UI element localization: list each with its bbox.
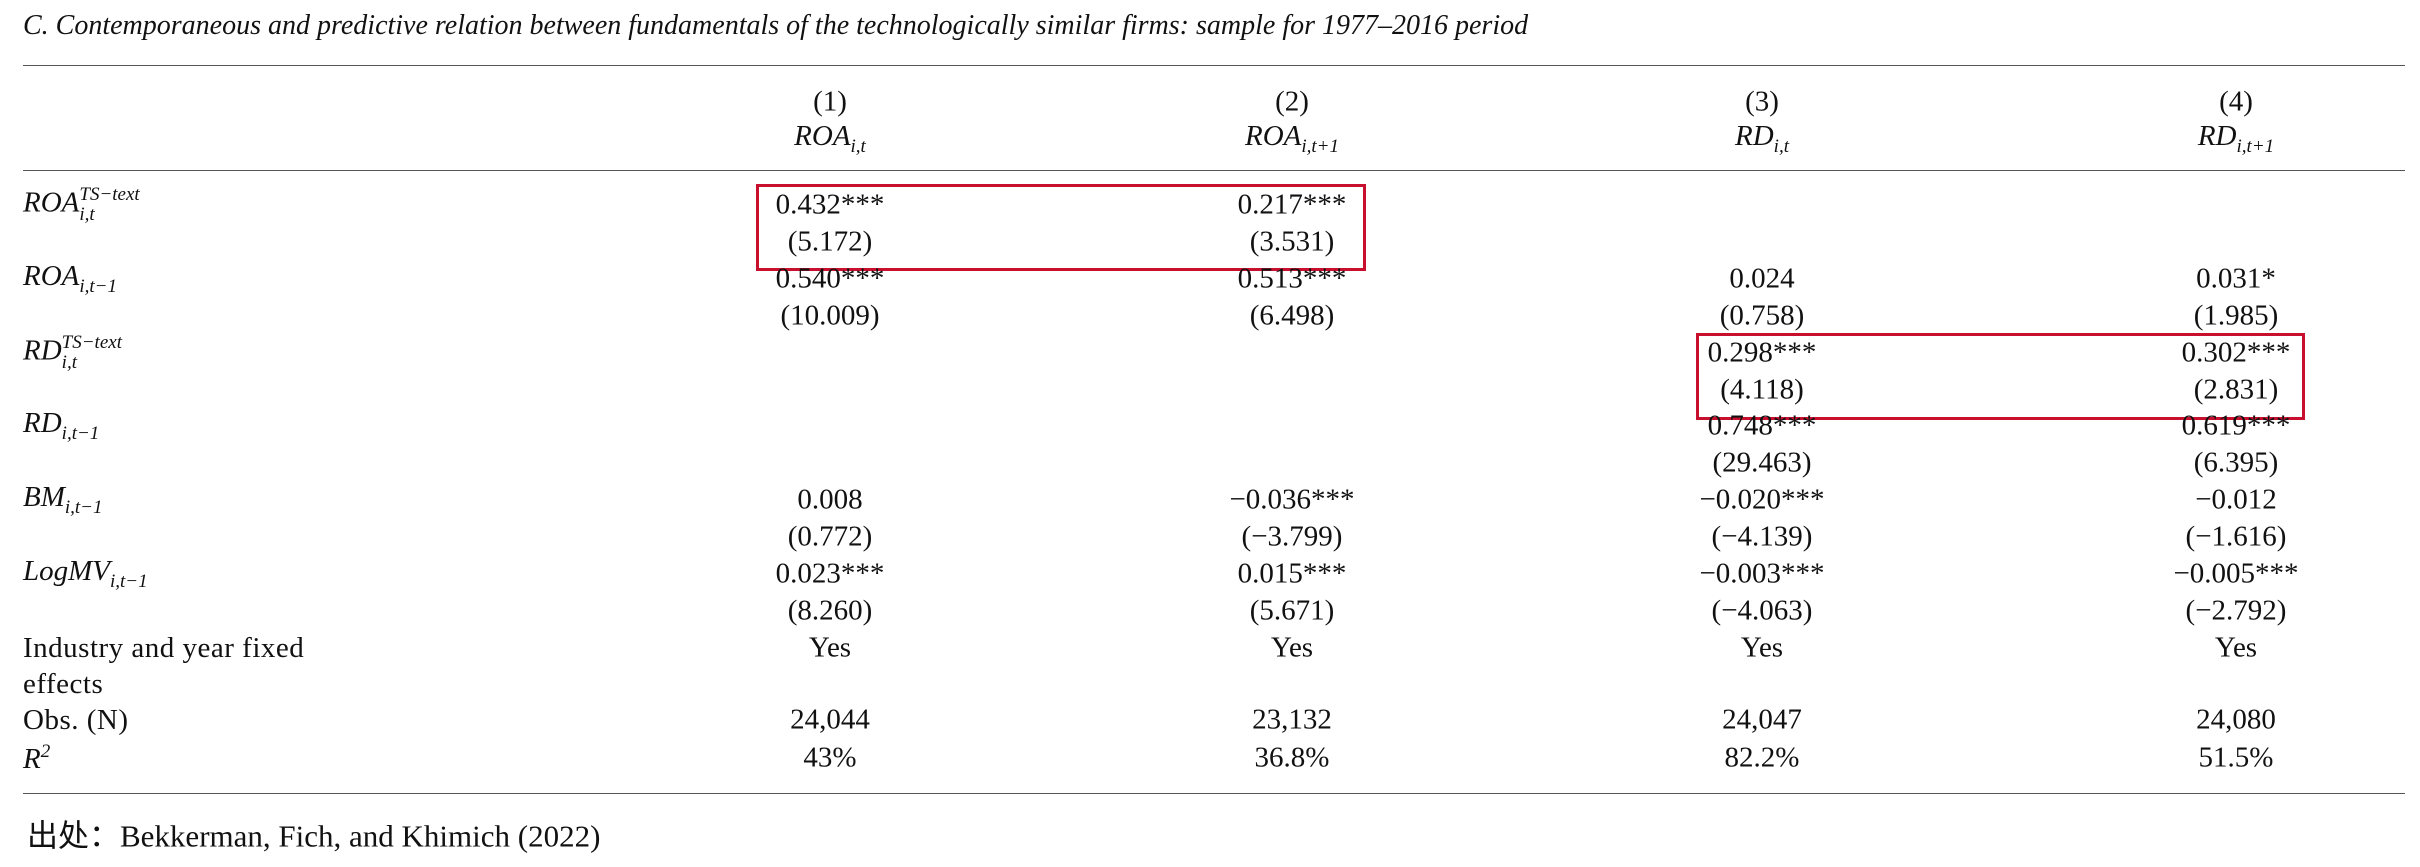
coefficient: −0.036***: [1229, 483, 1355, 516]
row-label: ROA TS−text i,t: [23, 185, 140, 225]
subscript: i,t: [61, 351, 77, 373]
t-statistic: (29.463): [1712, 446, 1812, 479]
cell-value: 82.2%: [1724, 741, 1800, 774]
coefficient: 0.024: [1729, 262, 1795, 295]
math-base: ROA: [1244, 120, 1302, 153]
t-statistic: (−3.799): [1241, 520, 1343, 553]
column-label: RDi,t: [1735, 122, 1789, 156]
t-statistic: (8.260): [787, 594, 873, 627]
coefficient: 0.302***: [2181, 336, 2291, 369]
math-base: RD: [23, 407, 62, 440]
math-base: LogMV: [23, 555, 110, 588]
subscript: i,t−1: [64, 497, 103, 519]
cell-value: Yes: [1270, 631, 1314, 664]
math-base: RD: [1735, 120, 1774, 153]
coefficient: 0.023***: [775, 557, 885, 590]
superscript: 2: [40, 741, 51, 763]
column-number: (2): [1275, 85, 1309, 118]
column-label: ROAi,t: [794, 122, 866, 156]
cell-value: 51.5%: [2198, 741, 2274, 774]
math-base: BM: [23, 481, 65, 514]
t-statistic: (−4.063): [1711, 594, 1813, 627]
t-statistic: (3.531): [1249, 225, 1335, 258]
coefficient: 0.031*: [2196, 262, 2276, 295]
cell-value: Yes: [2214, 631, 2258, 664]
header-rule: [23, 170, 2405, 171]
t-statistic: (10.009): [780, 299, 880, 332]
column-number: (3): [1745, 85, 1779, 118]
subscript: i,t: [1773, 135, 1789, 157]
row-label: BMi,t−1: [23, 483, 103, 517]
cell-value: 43%: [803, 741, 857, 774]
math-base: ROA: [23, 259, 80, 292]
coefficient: 0.748***: [1707, 409, 1817, 442]
t-statistic: (6.395): [2193, 446, 2279, 479]
cell-value: 24,047: [1722, 703, 1802, 736]
coefficient: −0.020***: [1699, 483, 1825, 516]
subscript: i,t+1: [1301, 135, 1340, 157]
row-label: Industry and year fixed effects: [23, 632, 305, 700]
coefficient: 0.513***: [1237, 262, 1347, 295]
coefficient: 0.015***: [1237, 557, 1347, 590]
scripts: TS−text i,t: [61, 331, 122, 373]
coefficient: 0.540***: [775, 262, 885, 295]
coefficient: 0.432***: [775, 188, 885, 221]
t-statistic: (6.498): [1249, 299, 1335, 332]
subscript: i,t: [850, 135, 866, 157]
cell-value: 24,044: [790, 703, 870, 736]
math-base: R: [23, 742, 41, 775]
row-label: Obs. (N): [23, 704, 129, 736]
math-base: RD: [2197, 120, 2237, 153]
t-statistic: (−1.616): [2185, 520, 2287, 553]
column-number: (1): [813, 85, 847, 118]
column-label: ROAi,t+1: [1245, 122, 1339, 156]
t-statistic: (4.118): [1720, 373, 1804, 406]
coefficient: 0.217***: [1237, 188, 1347, 221]
superscript: TS−text: [79, 184, 140, 206]
highlight-box: [756, 184, 1366, 271]
column-label: RDi,t+1: [2198, 122, 2274, 156]
cell-value: Yes: [808, 631, 852, 664]
math-base: ROA: [23, 186, 80, 219]
row-label: RDi,t−1: [23, 409, 99, 443]
row-label: RD TS−text i,t: [23, 331, 122, 373]
t-statistic: (0.772): [787, 520, 873, 553]
top-rule: [23, 65, 2405, 66]
cell-value: Yes: [1740, 631, 1784, 664]
table-title: C. Contemporaneous and predictive relati…: [23, 10, 1529, 41]
cell-value: 24,080: [2196, 703, 2276, 736]
t-statistic: (−2.792): [2185, 594, 2287, 627]
coefficient: −0.003***: [1699, 557, 1825, 590]
subscript: i,t−1: [61, 423, 100, 445]
column-number: (4): [2219, 85, 2253, 118]
subscript: i,t−1: [110, 570, 148, 592]
subscript: i,t+1: [2236, 135, 2275, 157]
math-base: RD: [23, 334, 62, 367]
bottom-rule: [23, 793, 2405, 794]
source-note: 出处：Bekkerman, Fich, and Khimich (2022): [27, 818, 601, 854]
t-statistic: (1.985): [2193, 299, 2279, 332]
coefficient: −0.012: [2195, 483, 2277, 516]
cell-value: 23,132: [1252, 703, 1332, 736]
row-label: R2: [23, 742, 50, 774]
t-statistic: (−4.139): [1711, 520, 1813, 553]
row-label: LogMVi,t−1: [23, 557, 148, 591]
scripts: TS−text i,t: [79, 185, 139, 225]
coefficient: 0.008: [797, 483, 863, 516]
math-base: ROA: [794, 120, 851, 153]
coefficient: −0.005***: [2173, 557, 2299, 590]
t-statistic: (2.831): [2193, 373, 2279, 406]
cell-value: 36.8%: [1254, 741, 1330, 774]
row-label: ROAi,t−1: [23, 259, 118, 297]
highlight-box: [1696, 333, 2305, 420]
t-statistic: (5.172): [787, 225, 873, 258]
subscript: i,t: [79, 204, 95, 225]
t-statistic: (0.758): [1719, 299, 1805, 332]
superscript: TS−text: [61, 331, 122, 353]
coefficient: 0.619***: [2181, 409, 2291, 442]
subscript: i,t−1: [79, 275, 118, 297]
coefficient: 0.298***: [1707, 336, 1817, 369]
t-statistic: (5.671): [1249, 594, 1335, 627]
